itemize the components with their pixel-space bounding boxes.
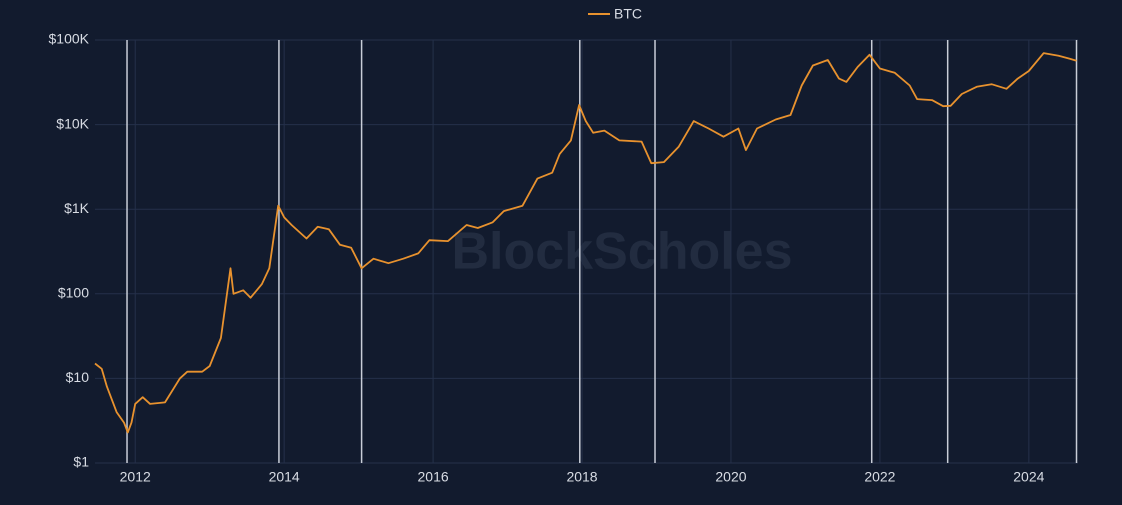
y-tick-label: $10 bbox=[66, 369, 90, 385]
legend-label: BTC bbox=[614, 6, 642, 22]
x-tick-label: 2014 bbox=[269, 469, 300, 485]
y-tick-label: $100 bbox=[58, 285, 89, 301]
x-tick-label: 2016 bbox=[418, 469, 449, 485]
y-tick-label: $1 bbox=[73, 454, 89, 470]
x-tick-label: 2022 bbox=[864, 469, 895, 485]
x-tick-label: 2020 bbox=[715, 469, 746, 485]
y-tick-label: $10K bbox=[56, 115, 89, 131]
watermark: BlockScholes bbox=[451, 223, 792, 281]
x-tick-label: 2012 bbox=[120, 469, 151, 485]
price-line bbox=[94, 52, 1077, 434]
y-tick-label: $100K bbox=[49, 31, 90, 47]
x-tick-label: 2024 bbox=[1013, 469, 1044, 485]
y-tick-label: $1K bbox=[64, 200, 90, 216]
x-tick-label: 2018 bbox=[566, 469, 597, 485]
